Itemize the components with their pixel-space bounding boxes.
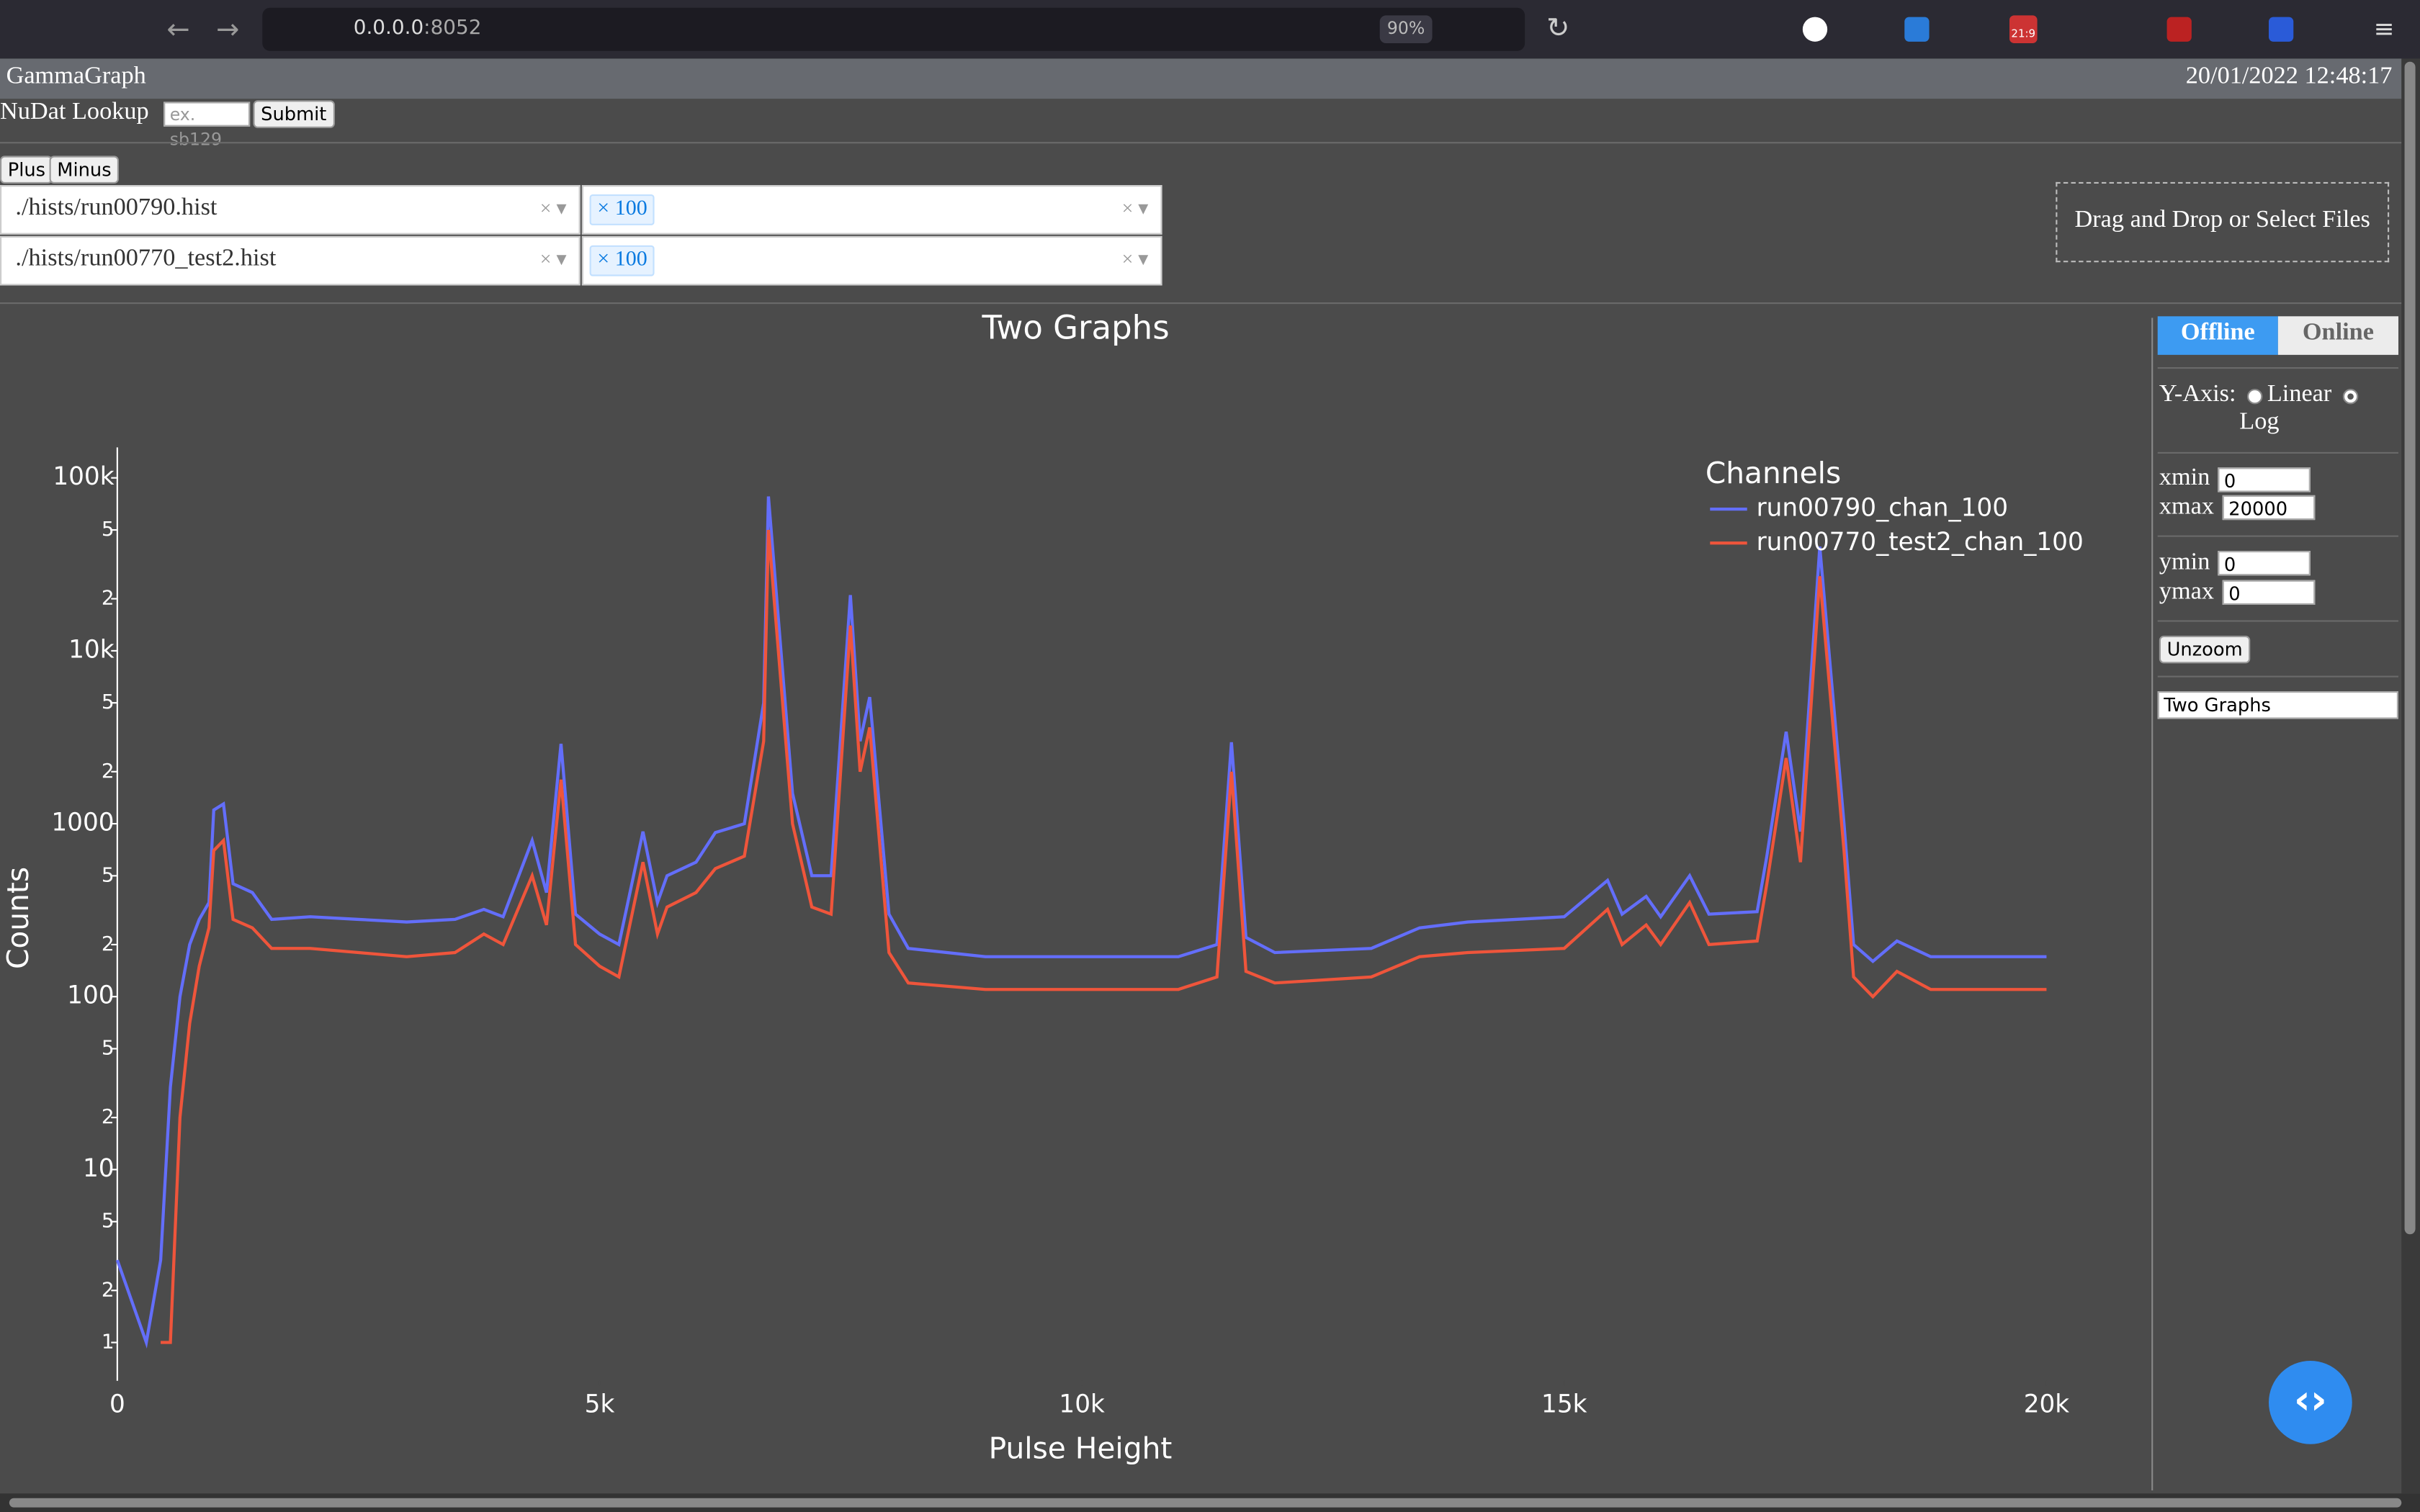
x-axis-title: Pulse Height <box>989 1431 1173 1465</box>
dev-tools-button[interactable]: ‹› <box>2269 1361 2352 1444</box>
extension-icon[interactable] <box>2166 17 2192 42</box>
sidebar-border <box>2151 318 2154 1490</box>
radio-log[interactable] <box>2342 389 2359 405</box>
minus-button[interactable]: Minus <box>49 156 120 184</box>
x-tick-label: 10k <box>1059 1390 1105 1419</box>
y-axis-title: Counts <box>1 867 35 969</box>
nudat-label: NuDat Lookup <box>0 99 149 125</box>
h-scrollbar[interactable] <box>0 1493 2420 1512</box>
legend-title: Channels <box>1706 456 1841 490</box>
channel-tag[interactable]: × 100 <box>589 194 655 225</box>
y-tick-label: 10 <box>83 1154 115 1183</box>
extension-icon[interactable] <box>1904 17 1930 42</box>
url-text: 0.0.0.0:8052 <box>354 17 482 40</box>
x-tick-label: 0 <box>109 1390 125 1419</box>
menu-button[interactable]: ≡ <box>2373 14 2395 43</box>
y-tick-label: 5 <box>102 1209 115 1233</box>
tab-offline[interactable]: Offline <box>2157 316 2278 355</box>
y-tick-label: 100k <box>53 462 114 491</box>
y-tick-label: 5 <box>102 863 115 886</box>
separator <box>2157 451 2398 454</box>
legend-label: run00770_test2_chan_100 <box>1757 528 2084 557</box>
clear-arrow[interactable]: × ▾ <box>1121 246 1149 270</box>
y-tick-label: 1000 <box>51 809 114 837</box>
submit-button[interactable]: Submit <box>253 100 335 128</box>
y-tick-label: 5 <box>102 1036 115 1060</box>
separator <box>0 142 2402 144</box>
x-tick-label: 15k <box>1541 1390 1587 1419</box>
url-host: 0.0.0.0 <box>353 17 424 40</box>
file-dropdown[interactable]: ./hists/run00790.hist × ▾ <box>0 185 581 235</box>
browser-toolbar: ← → 0.0.0.0:8052 90% ↻ 21:9 ≡ <box>0 0 2420 59</box>
y-tick-label: 2 <box>102 1104 115 1128</box>
xmax-label: xmax <box>2159 493 2215 521</box>
scroll-thumb[interactable] <box>2404 61 2416 1235</box>
file-path: ./hists/run00790.hist <box>15 194 218 221</box>
file-dropdown[interactable]: ./hists/run00770_test2.hist × ▾ <box>0 235 581 286</box>
reload-button[interactable]: ↻ <box>1546 12 1570 45</box>
clear-arrow[interactable]: × ▾ <box>539 196 567 220</box>
series-line <box>115 496 2047 1349</box>
url-port: :8052 <box>424 17 482 40</box>
extension-icon[interactable] <box>1802 17 1828 42</box>
chart: Two Graphs Pulse Height Counts Channels … <box>1 309 2084 1466</box>
channel-value: 100 <box>614 248 647 272</box>
back-button[interactable]: ← <box>166 14 190 47</box>
ymin-input[interactable]: 0 <box>2218 551 2311 576</box>
zoom-indicator[interactable]: 90% <box>1379 15 1433 43</box>
ymax-label: ymax <box>2159 578 2215 605</box>
separator <box>2157 366 2398 369</box>
tab-online[interactable]: Online <box>2277 316 2398 355</box>
radio-label: Linear <box>2267 381 2332 408</box>
url-bar[interactable] <box>262 7 1525 51</box>
channel-dropdown[interactable]: × 100 × ▾ <box>581 185 1162 235</box>
chart-title: Two Graphs <box>981 309 1169 347</box>
dropzone[interactable]: Drag and Drop or Select Files <box>2056 181 2390 263</box>
file-path: ./hists/run00770_test2.hist <box>15 245 277 272</box>
separator <box>0 302 2402 305</box>
unzoom-button[interactable]: Unzoom <box>2159 635 2251 664</box>
separator <box>2157 535 2398 537</box>
y-tick-label: 10k <box>68 635 115 664</box>
y-tick-label: 2 <box>102 586 115 610</box>
app-title: GammaGraph <box>6 63 146 90</box>
x-tick-label: 20k <box>2024 1390 2070 1419</box>
channel-dropdown[interactable]: × 100 × ▾ <box>581 235 1162 286</box>
plus-button[interactable]: Plus <box>0 156 53 184</box>
xmax-input[interactable]: 20000 <box>2222 495 2316 521</box>
xmin-input[interactable]: 0 <box>2218 467 2311 492</box>
extension-badge[interactable]: 21:9 <box>2009 15 2038 43</box>
nudat-input[interactable]: ex. sb129 <box>163 102 251 150</box>
forward-button[interactable]: → <box>216 14 240 47</box>
series-line <box>161 529 2047 1344</box>
yaxis-label: Y-Axis: <box>2159 381 2236 408</box>
clear-arrow[interactable]: × ▾ <box>1121 196 1149 220</box>
y-tick-label: 5 <box>102 517 115 541</box>
y-tick-label: 1 <box>102 1330 115 1354</box>
separator <box>2157 620 2398 622</box>
channel-value: 100 <box>614 197 647 221</box>
separator <box>2157 675 2398 678</box>
scrollbar[interactable] <box>2401 58 2420 1494</box>
app-header: GammaGraph 20/01/2022 12:48:17 <box>0 58 2402 99</box>
radio-label: Log <box>2239 408 2280 436</box>
legend-label: run00790_chan_100 <box>1757 494 2008 523</box>
xmin-label: xmin <box>2159 464 2210 491</box>
ymin-label: ymin <box>2159 549 2210 576</box>
y-tick-label: 2 <box>102 932 115 955</box>
y-tick-label: 100 <box>67 981 114 1010</box>
graph-title-input[interactable]: Two Graphs <box>2157 691 2398 719</box>
y-tick-label: 2 <box>102 1277 115 1301</box>
datetime: 20/01/2022 12:48:17 <box>2185 63 2393 90</box>
ymax-input[interactable]: 0 <box>2222 580 2316 605</box>
h-scroll-thumb[interactable] <box>9 1498 2402 1508</box>
y-tick-label: 5 <box>102 690 115 714</box>
clear-arrow[interactable]: × ▾ <box>539 246 567 270</box>
radio-linear[interactable] <box>2247 389 2263 405</box>
channel-tag[interactable]: × 100 <box>589 245 655 276</box>
extension-icon[interactable] <box>2269 17 2294 42</box>
x-tick-label: 5k <box>585 1390 615 1419</box>
y-tick-label: 2 <box>102 759 115 783</box>
